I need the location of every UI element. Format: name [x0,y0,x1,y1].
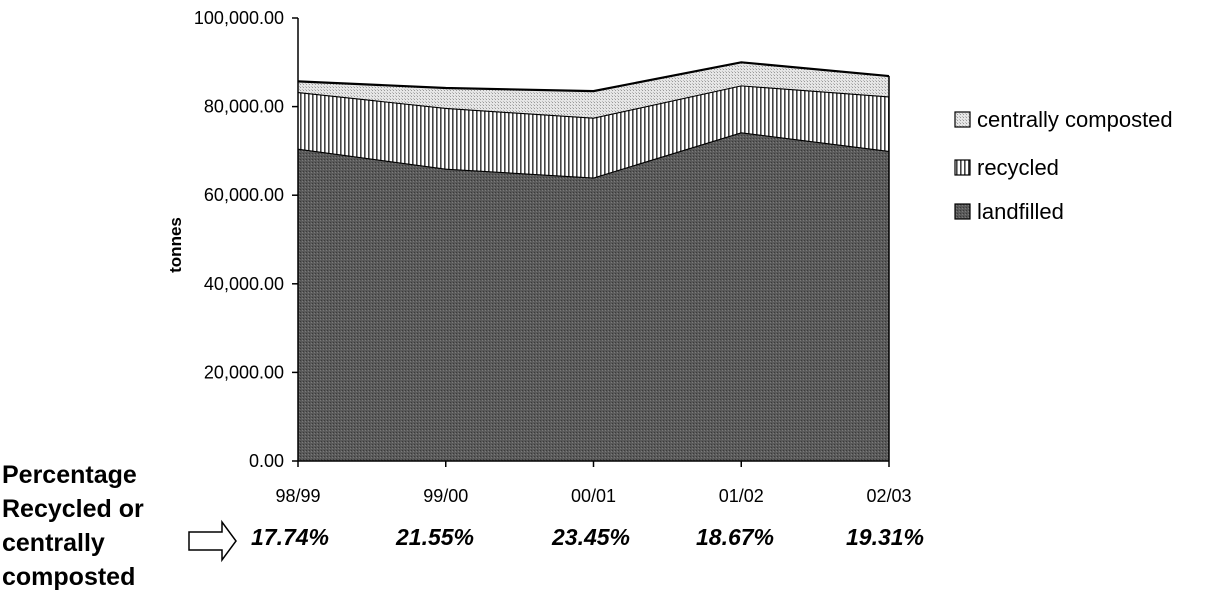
x-tick-label: 02/03 [866,486,911,506]
legend-swatch-centrally-composted [954,111,971,128]
legend-label-centrally-composted: centrally composted [977,107,1173,132]
y-tick-label: 0.00 [249,451,284,471]
percentage-value: 21.55% [395,524,474,550]
x-tick-label: 99/00 [423,486,468,506]
area-centrally-composted [298,62,889,118]
legend-label-recycled: recycled [977,155,1059,180]
x-tick-label: 00/01 [571,486,616,506]
y-tick-label: 60,000.00 [204,185,284,205]
y-tick-label: 20,000.00 [204,362,284,382]
legend-label-landfilled: landfilled [977,199,1064,224]
caption-line: composted [2,563,135,591]
caption-line: centrally [2,529,105,557]
percentage-value: 23.45% [551,524,630,550]
y-tick-label: 40,000.00 [204,274,284,294]
y-tick-label: 100,000.00 [194,8,284,28]
legend: centrally composted recycled landfilled [954,107,1173,224]
y-axis-ticks: 0.00 20,000.00 40,000.00 60,000.00 80,000.00… [194,8,298,471]
legend-swatch-landfilled [954,203,971,220]
area-line-centrally-composted [297,61,890,93]
percentage-value: 18.67% [696,524,774,550]
percentage-values: 17.74% 21.55% 23.45% 18.67% 19.31% [251,524,924,550]
caption-line: Recycled or [2,495,144,523]
right-arrow-icon [188,519,237,563]
area-landfilled [298,132,889,461]
legend-swatch-recycled [954,159,971,176]
stacked-areas [297,61,890,461]
x-tick-label: 98/99 [275,486,320,506]
percentage-caption: Percentage Recycled or centrally composted [2,461,144,591]
caption-line: Percentage [2,461,137,489]
y-axis-title: tonnes [166,217,185,273]
percentage-value: 17.74% [251,524,329,550]
percentage-value: 19.31% [846,524,924,550]
x-tick-label: 01/02 [719,486,764,506]
y-tick-label: 80,000.00 [204,97,284,117]
x-axis-ticks: 98/99 99/00 00/01 01/02 02/03 [275,461,912,506]
